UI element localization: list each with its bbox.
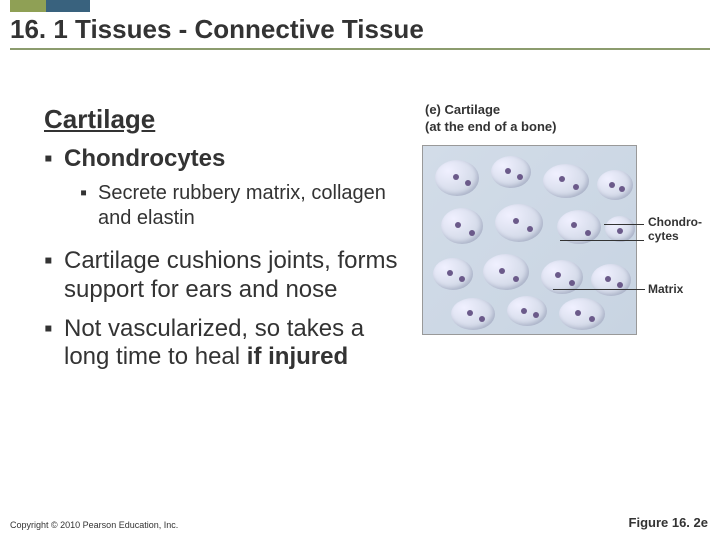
cartilage-cell — [441, 208, 483, 244]
cartilage-cell — [433, 258, 473, 290]
bullet-square-icon: ▪ — [44, 315, 56, 373]
cell-nucleus — [453, 174, 459, 180]
accent-bar — [10, 0, 90, 12]
bullet-square-icon: ▪ — [44, 247, 56, 305]
bullet-text: Cartilage cushions joints, forms support… — [64, 247, 404, 305]
cartilage-cell — [597, 170, 633, 200]
cell-nucleus — [505, 168, 511, 174]
cell-nucleus — [569, 280, 575, 286]
cell-nucleus — [469, 230, 475, 236]
cell-nucleus — [447, 270, 453, 276]
cell-nucleus — [513, 276, 519, 282]
cell-nucleus — [521, 308, 527, 314]
bullet-list: ▪ Chondrocytes ▪ Secrete rubbery matrix,… — [44, 145, 404, 382]
cell-nucleus — [571, 222, 577, 228]
leader-line — [560, 240, 644, 241]
diagram-label-matrix: Matrix — [648, 282, 683, 296]
cell-nucleus — [465, 180, 471, 186]
figure-caption-line: (e) Cartilage — [425, 102, 556, 119]
bullet-level1: ▪ Not vascularized, so takes a long time… — [44, 315, 404, 373]
figure-caption: (e) Cartilage (at the end of a bone) — [425, 102, 556, 136]
cell-nucleus — [459, 276, 465, 282]
bullet-text: Chondrocytes — [64, 145, 404, 173]
cartilage-cell — [435, 160, 479, 196]
subtitle: Cartilage — [44, 104, 155, 135]
title-rule — [10, 48, 710, 50]
cartilage-cell — [557, 210, 601, 244]
cell-nucleus — [609, 182, 615, 188]
bullet-text: Not vascularized, so takes a long time t… — [64, 315, 404, 373]
cartilage-cell — [559, 298, 605, 330]
cartilage-cell — [605, 216, 635, 242]
accent-left — [10, 0, 46, 12]
bullet-level2: ▪ Secrete rubbery matrix, collagen and e… — [80, 181, 404, 231]
cartilage-cell — [591, 264, 631, 296]
cell-nucleus — [605, 276, 611, 282]
slide-title: 16. 1 Tissues - Connective Tissue — [10, 14, 424, 45]
cell-nucleus — [619, 186, 625, 192]
cell-nucleus — [575, 310, 581, 316]
cell-nucleus — [479, 316, 485, 322]
cell-nucleus — [555, 272, 561, 278]
cell-nucleus — [527, 226, 533, 232]
cell-nucleus — [499, 268, 505, 274]
bullet-square-icon: ▪ — [44, 145, 56, 173]
leader-line — [553, 289, 645, 290]
cell-nucleus — [513, 218, 519, 224]
leader-line — [604, 224, 644, 225]
cell-nucleus — [585, 230, 591, 236]
bullet-text: Secrete rubbery matrix, collagen and ela… — [98, 181, 404, 231]
cartilage-cell — [495, 204, 543, 242]
bullet-level1: ▪ Chondrocytes — [44, 145, 404, 173]
cell-nucleus — [559, 176, 565, 182]
cartilage-cell — [483, 254, 529, 290]
bullet-square-icon: ▪ — [80, 181, 90, 231]
cartilage-cell — [543, 164, 589, 198]
cell-nucleus — [617, 282, 623, 288]
cell-nucleus — [533, 312, 539, 318]
cell-nucleus — [467, 310, 473, 316]
cartilage-cell — [451, 298, 495, 330]
figure-reference: Figure 16. 2e — [629, 515, 708, 530]
bullet-text-bold: if injured — [247, 343, 348, 370]
copyright-text: Copyright © 2010 Pearson Education, Inc. — [10, 520, 178, 530]
cell-nucleus — [517, 174, 523, 180]
cell-nucleus — [617, 228, 623, 234]
bullet-level1: ▪ Cartilage cushions joints, forms suppo… — [44, 247, 404, 305]
cell-nucleus — [455, 222, 461, 228]
cell-nucleus — [589, 316, 595, 322]
figure-caption-line: (at the end of a bone) — [425, 119, 556, 136]
diagram-label-chondrocytes: Chondro- cytes — [648, 215, 702, 244]
cartilage-cell — [507, 296, 547, 326]
cell-nucleus — [573, 184, 579, 190]
accent-right — [46, 0, 90, 12]
cartilage-cell — [491, 156, 531, 188]
